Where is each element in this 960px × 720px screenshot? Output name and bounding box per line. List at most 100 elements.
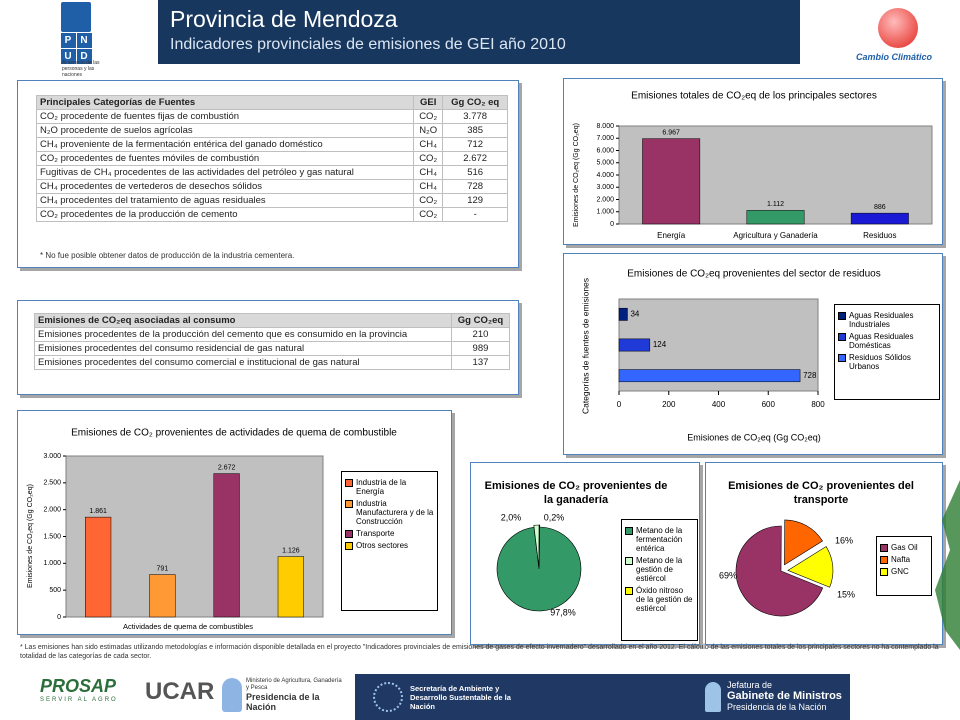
jefatura-2: Gabinete de Ministros <box>727 690 842 702</box>
legend-item: Otros sectores <box>345 541 434 550</box>
map-decoration <box>935 480 960 650</box>
x-tick-label: 0 <box>617 400 622 409</box>
legend-item: Industria Manufacturera y de la Construc… <box>345 499 434 526</box>
legend-item: Residuos Sólidos Urbanos <box>838 353 936 371</box>
table-cell: CH₄ procedentes del tratamiento de aguas… <box>35 193 415 208</box>
value-label: 124 <box>653 340 667 349</box>
legend-label: Metano de la fermentación entérica <box>636 526 683 553</box>
jefatura-pres: Presidencia de la Nación <box>727 702 827 712</box>
table-row: CH₄ procedentes del tratamiento de aguas… <box>35 193 508 208</box>
table-row: CH₄ procedentes de vertederos de desecho… <box>35 179 508 194</box>
legend-label: Metano de la gestión de estiércol <box>636 556 683 583</box>
y-tick-label: 0 <box>610 221 614 228</box>
legend: Metano de la fermentación entérica Metano… <box>621 519 698 641</box>
legend-label: Nafta <box>891 555 911 564</box>
bar <box>618 369 801 383</box>
header-cell: GEI <box>413 95 444 110</box>
legend-label: Aguas Residuales Domésticas <box>849 332 914 350</box>
pie-slice <box>496 526 582 612</box>
legend-swatch <box>625 527 633 535</box>
value-label: 886 <box>874 204 886 211</box>
table-cell: 129 <box>442 193 508 208</box>
table-note: * No fue posible obtener datos de produc… <box>40 251 295 260</box>
legend-swatch <box>345 479 353 487</box>
bar <box>642 138 701 225</box>
footer-bar: Secretaría de Ambiente y Desarrollo Sust… <box>355 674 850 720</box>
legend-swatch <box>880 568 888 576</box>
header-cell: Principales Categorías de Fuentes <box>35 95 415 110</box>
legend-label: Industria de la Energía <box>356 478 407 496</box>
legend-item: Aguas Residuales Industriales <box>838 311 936 329</box>
bar <box>746 210 805 225</box>
table-cell: Emisiones procedentes del consumo comerc… <box>34 355 452 370</box>
x-axis-label: Emisiones de CO₂eq (Gg CO₂eq) <box>687 432 821 442</box>
legend-label: Residuos Sólidos Urbanos <box>849 353 911 371</box>
prosap-label: PROSAP <box>40 676 117 696</box>
bar <box>850 212 909 225</box>
pnud-letter: P <box>60 33 76 48</box>
legend-label: Industria Manufacturera y de la Construc… <box>356 499 434 526</box>
table-row: Fugitivas de CH₄ procedentes de las acti… <box>35 165 508 180</box>
header-bar: Provincia de Mendoza Indicadores provinc… <box>158 0 800 64</box>
y-tick-label: 2.000 <box>596 196 614 203</box>
pnud-letter: D <box>76 49 92 64</box>
table-row: CO₂ procedentes de fuentes móviles de co… <box>35 151 508 166</box>
value-label: 16% <box>835 535 853 545</box>
table-cell: CO₂ <box>413 207 444 222</box>
pie-slice <box>787 546 834 588</box>
y-tick-label: 8.000 <box>596 123 614 130</box>
sayds-label: Secretaría de Ambiente y Desarrollo Sust… <box>410 684 511 711</box>
footnote: * Las emisiones han sido estimadas utili… <box>20 644 939 660</box>
table-cell: 989 <box>450 341 511 356</box>
table-cell: CO₂ procedentes de fuentes móviles de co… <box>35 151 415 166</box>
table-panel: Emisiones de CO₂eq asociadas al consumo G… <box>17 300 519 395</box>
table-cell: 2.672 <box>442 151 508 166</box>
legend-swatch <box>838 333 846 341</box>
table-row: N₂O procedente de suelos agrícolas N₂O 385 <box>35 123 508 138</box>
value-label: 34 <box>630 309 639 318</box>
table-row: CO₂ procedente de fuentes fijas de combu… <box>35 109 508 124</box>
table-cell: CO₂ procedentes de la producción de ceme… <box>35 207 415 222</box>
sources-table: Principales Categorías de Fuentes GEI Gg C… <box>35 95 508 222</box>
table-cell: 3.778 <box>442 109 508 124</box>
header-subtitle: Indicadores provinciales de emisiones de… <box>170 36 566 53</box>
bar <box>85 516 112 618</box>
bar <box>618 307 628 321</box>
legend: Aguas Residuales Industriales Aguas Resid… <box>834 304 940 400</box>
legend-item: Metano de la gestión de estiércol <box>625 556 694 583</box>
table-row: Emisiones procedentes del consumo reside… <box>34 341 511 356</box>
y-tick-label: 500 <box>49 587 61 594</box>
x-tick-label: Agricultura y Ganadería <box>733 231 818 240</box>
value-label: 1.861 <box>89 508 107 515</box>
value-label: 728 <box>803 371 817 380</box>
x-tick-label: 600 <box>762 400 776 409</box>
legend-label: GNC <box>891 567 909 576</box>
legend-item: Gas Oil <box>880 543 928 552</box>
sayds-emblem <box>373 682 403 712</box>
legend-label: Otros sectores <box>356 541 409 550</box>
table-panel: Principales Categorías de Fuentes GEI Gg C… <box>17 80 519 268</box>
legend-item: Óxido nitroso de la gestión de estiércol <box>625 586 694 613</box>
pnud-letter: U <box>60 49 76 64</box>
pie-slice <box>784 519 823 566</box>
table-row: Emisiones procedentes del consumo comerc… <box>34 355 511 370</box>
x-tick-label: 200 <box>662 400 676 409</box>
y-tick-label: 1.000 <box>43 560 61 567</box>
table-cell: 210 <box>450 327 511 342</box>
table-row: Emisiones procedentes de la producción d… <box>34 327 511 342</box>
chart: 69% 16% 15% <box>719 519 855 617</box>
prosap-logo: PROSAP SERVIR AL AGRO <box>40 676 130 716</box>
table-cell: CO₂ <box>413 151 444 166</box>
table-cell: 516 <box>442 165 508 180</box>
escudo <box>705 682 721 712</box>
x-tick-label: Energía <box>657 231 686 240</box>
ucar-logo: UCAR <box>145 678 215 705</box>
table-cell: CH₄ <box>413 165 444 180</box>
value-label: 791 <box>157 565 169 572</box>
value-label: 15% <box>837 589 855 599</box>
table-cell: 385 <box>442 123 508 138</box>
legend-item: Metano de la fermentación entérica <box>625 526 694 553</box>
legend-label: Transporte <box>356 529 395 538</box>
